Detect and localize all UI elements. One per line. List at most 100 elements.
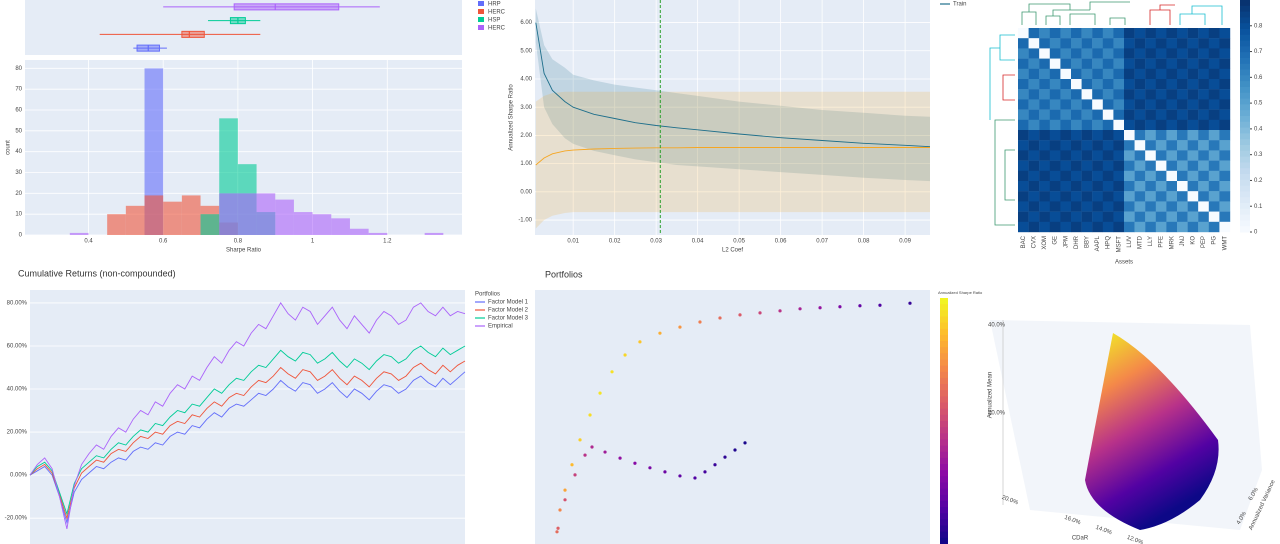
heatmap-cell	[1134, 38, 1146, 49]
colorbar-step	[1240, 150, 1250, 158]
portfolio-point	[798, 307, 802, 311]
heatmap-cell	[1081, 170, 1093, 182]
heatmap-cell	[1198, 201, 1209, 212]
heatmap-cell	[1018, 150, 1029, 161]
heatmap-cell	[1124, 99, 1135, 110]
colorbar-step	[940, 322, 948, 330]
dendrogram-top	[1021, 1, 1223, 25]
heatmap-cell	[1134, 150, 1146, 161]
x-axis-title: CDaR	[1072, 536, 1089, 542]
heatmap-cell	[1028, 160, 1040, 171]
heatmap-cell	[1155, 181, 1167, 192]
heatmap-cell	[1018, 191, 1029, 202]
heatmap-cell	[1177, 28, 1188, 39]
colorbar-step	[940, 334, 948, 342]
y-tick-label: 20	[15, 191, 22, 197]
legend-swatch	[478, 25, 484, 30]
heatmap-cell	[1166, 221, 1178, 233]
heatmap-cell	[1113, 191, 1125, 202]
heatmap-cell	[1124, 58, 1135, 69]
heatmap-cell	[1208, 99, 1220, 110]
heatmap-cell	[1134, 201, 1146, 212]
heatmap-cell	[1198, 38, 1209, 49]
heatmap-cell	[1113, 211, 1125, 222]
colorbar-step	[1240, 208, 1250, 216]
heatmap-cell	[1071, 89, 1082, 100]
colorbar-step	[1240, 145, 1250, 152]
heatmap-cell	[1145, 140, 1156, 151]
x-tick-label: PFE	[1159, 236, 1165, 248]
colorbar-step	[940, 445, 948, 453]
portfolio-point	[908, 301, 912, 305]
colorbar-step	[1240, 162, 1250, 169]
heatmap-cell	[1018, 130, 1029, 141]
heatmap-cell	[1177, 201, 1188, 212]
x-tick-label: 1	[311, 239, 315, 245]
heatmap-cell	[1134, 58, 1146, 69]
y-tick-label: 3.00	[520, 105, 532, 111]
colorbar-tick-label: 0.5	[1254, 101, 1263, 107]
colorbar-step	[1240, 168, 1250, 175]
heatmap-cell	[1028, 28, 1040, 39]
legend-label: Factor Model 3	[488, 316, 529, 322]
portfolio-point	[558, 508, 562, 512]
heatmap-cell	[1018, 28, 1029, 39]
heatmap-cell	[1187, 68, 1199, 80]
heatmap-cell	[1219, 170, 1231, 182]
heatmap-cell	[1208, 221, 1220, 233]
heatmap-cell	[1198, 119, 1209, 131]
heatmap-cell	[1219, 109, 1231, 120]
heatmap-cell	[1018, 140, 1029, 151]
heatmap-cell	[1166, 38, 1178, 49]
heatmap-cell	[1102, 150, 1114, 161]
z-tick-label: 20.0%	[988, 411, 1006, 417]
heatmap-cell	[1219, 140, 1231, 151]
heatmap-cell	[1039, 38, 1050, 49]
heatmap-cell	[1177, 89, 1188, 100]
heatmap-cell	[1028, 109, 1040, 120]
heatmap-cell	[1060, 79, 1072, 90]
heatmap-cell	[1155, 38, 1167, 49]
heatmap-cell	[1187, 28, 1199, 39]
legend-label: HERC	[488, 26, 506, 32]
portfolio-point	[733, 448, 737, 452]
colorbar-step	[1240, 69, 1250, 76]
heatmap-cell	[1124, 48, 1135, 59]
heatmap-cell	[1039, 48, 1050, 59]
heatmap-cell	[1166, 89, 1178, 100]
colorbar-step	[1240, 98, 1250, 105]
heatmap-cell	[1039, 28, 1050, 39]
y-tick-label: 70	[15, 87, 22, 93]
heatmap-cell	[1219, 181, 1231, 192]
heatmap-cell	[1177, 99, 1188, 110]
heatmap-cell	[1219, 79, 1231, 90]
heatmap-cell	[1145, 130, 1156, 141]
portfolio-point	[590, 445, 594, 449]
heatmap-cell	[1198, 170, 1209, 182]
heatmap-cell	[1113, 38, 1125, 49]
x-tick-label: MTD	[1137, 235, 1143, 249]
heatmap-cell	[1092, 130, 1103, 141]
heatmap-cell	[1113, 181, 1125, 192]
heatmap-cell	[1060, 130, 1072, 141]
heatmap-cell	[1102, 89, 1114, 100]
colorbar-step	[940, 470, 948, 477]
heatmap-cell	[1049, 191, 1061, 202]
heatmap-cell	[1060, 99, 1072, 110]
y-tick-label: 0.00	[520, 189, 532, 195]
y-tick-label: 6.00	[520, 20, 532, 26]
heatmap-cell	[1166, 181, 1178, 192]
heatmap-cell	[1145, 150, 1156, 161]
heatmap-cell	[1102, 68, 1114, 80]
heatmap-cell	[1060, 160, 1072, 171]
histogram-bar	[256, 193, 276, 235]
y-tick-label: 40	[15, 149, 22, 155]
colorbar-step	[1240, 0, 1250, 7]
heatmap-cell	[1071, 150, 1082, 161]
heatmap-cell	[1155, 191, 1167, 202]
colorbar-step	[1240, 139, 1250, 146]
heatmap-cell	[1071, 79, 1082, 90]
heatmap-cell	[1081, 28, 1093, 39]
colorbar-step	[940, 316, 948, 324]
heatmap-cell	[1049, 119, 1061, 131]
